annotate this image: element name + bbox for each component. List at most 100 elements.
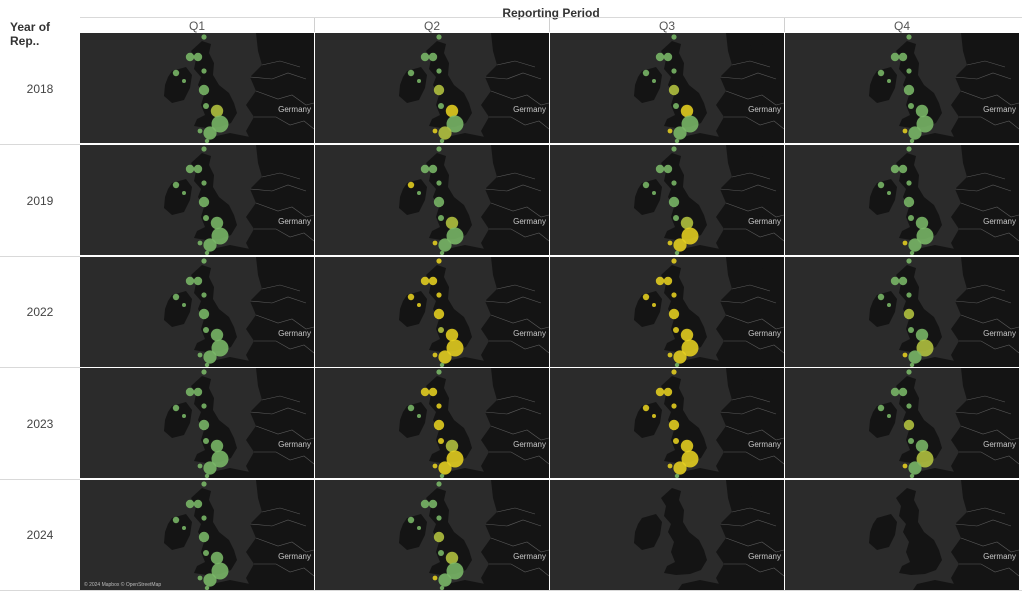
map-cell-2022-q1[interactable]: Germany bbox=[80, 257, 314, 367]
location-mark[interactable] bbox=[916, 115, 934, 133]
location-mark[interactable] bbox=[198, 308, 210, 320]
location-mark[interactable] bbox=[193, 499, 203, 509]
location-mark[interactable] bbox=[203, 126, 217, 140]
location-mark[interactable] bbox=[667, 463, 673, 469]
location-mark[interactable] bbox=[909, 473, 915, 478]
location-mark[interactable] bbox=[203, 461, 217, 475]
location-mark[interactable] bbox=[211, 450, 229, 468]
location-mark[interactable] bbox=[909, 250, 915, 255]
location-mark[interactable] bbox=[671, 258, 677, 264]
location-mark[interactable] bbox=[909, 138, 915, 143]
row-header-title[interactable]: Year of Rep.. bbox=[10, 20, 51, 48]
column-header-q3[interactable]: Q3 bbox=[658, 19, 675, 33]
location-mark[interactable] bbox=[890, 164, 900, 174]
location-mark[interactable] bbox=[898, 387, 908, 397]
location-mark[interactable] bbox=[671, 34, 677, 40]
location-mark[interactable] bbox=[432, 463, 438, 469]
location-mark[interactable] bbox=[903, 196, 915, 208]
location-mark[interactable] bbox=[204, 473, 210, 478]
location-mark[interactable] bbox=[198, 196, 210, 208]
location-mark[interactable] bbox=[681, 115, 699, 133]
map-attribution[interactable]: © 2024 Mapbox © OpenStreetMap bbox=[84, 582, 162, 588]
location-mark[interactable] bbox=[433, 419, 445, 431]
location-mark[interactable] bbox=[432, 240, 438, 246]
location-mark[interactable] bbox=[680, 439, 694, 453]
location-mark[interactable] bbox=[902, 463, 908, 469]
location-mark[interactable] bbox=[445, 328, 459, 342]
location-mark[interactable] bbox=[439, 473, 445, 478]
location-mark[interactable] bbox=[674, 362, 680, 367]
location-mark[interactable] bbox=[203, 238, 217, 252]
location-mark[interactable] bbox=[906, 68, 912, 74]
location-mark[interactable] bbox=[407, 516, 415, 524]
location-mark[interactable] bbox=[655, 387, 665, 397]
location-mark[interactable] bbox=[674, 250, 680, 255]
location-mark[interactable] bbox=[652, 414, 656, 418]
location-mark[interactable] bbox=[438, 126, 452, 140]
location-mark[interactable] bbox=[887, 303, 891, 307]
location-mark[interactable] bbox=[916, 227, 934, 245]
location-mark[interactable] bbox=[210, 551, 224, 565]
map-cell-2018-q2[interactable]: Germany bbox=[315, 33, 549, 143]
location-mark[interactable] bbox=[436, 258, 442, 264]
location-mark[interactable] bbox=[890, 276, 900, 286]
location-mark[interactable] bbox=[908, 327, 914, 333]
location-mark[interactable] bbox=[887, 414, 891, 418]
location-mark[interactable] bbox=[438, 238, 452, 252]
location-mark[interactable] bbox=[663, 276, 673, 286]
location-mark[interactable] bbox=[906, 258, 912, 264]
map-cell-2022-q3[interactable]: Germany bbox=[550, 257, 784, 367]
map-cell-2024-q3[interactable]: Germany bbox=[550, 480, 784, 590]
location-mark[interactable] bbox=[680, 216, 694, 230]
location-mark[interactable] bbox=[417, 79, 421, 83]
map-cell-2023-q2[interactable]: Germany bbox=[315, 368, 549, 478]
map-cell-2019-q3[interactable]: Germany bbox=[550, 145, 784, 255]
location-mark[interactable] bbox=[908, 461, 922, 475]
location-mark[interactable] bbox=[182, 414, 186, 418]
location-mark[interactable] bbox=[671, 292, 677, 298]
location-mark[interactable] bbox=[172, 181, 180, 189]
location-mark[interactable] bbox=[438, 350, 452, 364]
location-mark[interactable] bbox=[446, 227, 464, 245]
location-mark[interactable] bbox=[673, 126, 687, 140]
location-mark[interactable] bbox=[446, 562, 464, 580]
location-mark[interactable] bbox=[681, 450, 699, 468]
map-cell-2019-q4[interactable]: Germany bbox=[785, 145, 1019, 255]
column-header-q2[interactable]: Q2 bbox=[423, 19, 440, 33]
map-cell-2022-q2[interactable]: Germany bbox=[315, 257, 549, 367]
location-mark[interactable] bbox=[908, 350, 922, 364]
location-mark[interactable] bbox=[902, 128, 908, 134]
location-mark[interactable] bbox=[655, 276, 665, 286]
location-mark[interactable] bbox=[680, 328, 694, 342]
location-mark[interactable] bbox=[663, 52, 673, 62]
map-cell-2018-q4[interactable]: Germany bbox=[785, 33, 1019, 143]
location-mark[interactable] bbox=[671, 369, 677, 375]
location-mark[interactable] bbox=[197, 352, 203, 358]
location-mark[interactable] bbox=[673, 215, 679, 221]
location-mark[interactable] bbox=[201, 68, 207, 74]
location-mark[interactable] bbox=[201, 403, 207, 409]
location-mark[interactable] bbox=[445, 551, 459, 565]
location-mark[interactable] bbox=[172, 404, 180, 412]
location-mark[interactable] bbox=[201, 34, 207, 40]
location-mark[interactable] bbox=[210, 328, 224, 342]
map-cell-2024-q4[interactable]: Germany bbox=[785, 480, 1019, 590]
location-mark[interactable] bbox=[680, 104, 694, 118]
map-cell-2023-q4[interactable]: Germany bbox=[785, 368, 1019, 478]
location-mark[interactable] bbox=[446, 450, 464, 468]
map-cell-2018-q1[interactable]: Germany bbox=[80, 33, 314, 143]
location-mark[interactable] bbox=[915, 439, 929, 453]
location-mark[interactable] bbox=[673, 238, 687, 252]
location-mark[interactable] bbox=[446, 339, 464, 357]
location-mark[interactable] bbox=[417, 526, 421, 530]
location-mark[interactable] bbox=[204, 138, 210, 143]
location-mark[interactable] bbox=[668, 308, 680, 320]
location-mark[interactable] bbox=[203, 438, 209, 444]
location-mark[interactable] bbox=[673, 438, 679, 444]
map-cell-2019-q1[interactable]: Germany bbox=[80, 145, 314, 255]
location-mark[interactable] bbox=[198, 84, 210, 96]
map-cell-2023-q1[interactable]: Germany bbox=[80, 368, 314, 478]
location-mark[interactable] bbox=[185, 276, 195, 286]
location-mark[interactable] bbox=[642, 404, 650, 412]
map-cell-2024-q1[interactable]: Germany © 2024 Mapbox © OpenStreetMap bbox=[80, 480, 314, 590]
